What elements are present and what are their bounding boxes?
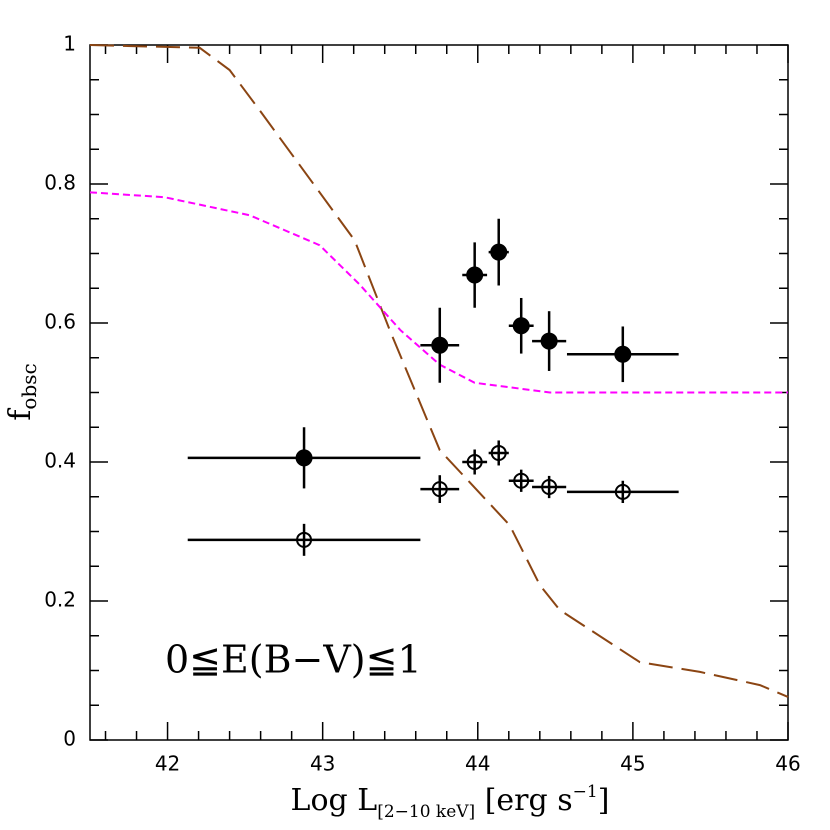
open-point (541, 479, 558, 496)
plot-frame (89, 44, 789, 741)
open-point (296, 531, 313, 548)
open-point (614, 483, 631, 500)
filled-point (490, 243, 508, 261)
filled-point (295, 449, 313, 467)
open-point (490, 444, 507, 461)
model-curve (89, 191, 788, 394)
x-tick-label: 42 (155, 752, 180, 776)
annotation: 0≦E(B−V)≦1 (165, 638, 422, 682)
filled-point (466, 266, 484, 284)
y-label-main: f (3, 408, 38, 421)
x-tick-label: 45 (620, 752, 645, 776)
y-tick-label: 0.8 (44, 171, 76, 195)
model-curve (89, 44, 789, 698)
y-axis-label: fobsc (3, 363, 41, 420)
x-tick-label: 43 (310, 752, 335, 776)
x-label-sup: −1 (573, 782, 598, 802)
filled-point (512, 317, 530, 335)
filled-point (431, 336, 449, 354)
x-label-main: Log L (291, 783, 378, 818)
x-tick-label: 44 (465, 752, 490, 776)
open-point (431, 481, 448, 498)
y-label-sub: obsc (17, 363, 41, 409)
x-axis-label: Log L[2−10 keV] [erg s−1] (291, 782, 610, 822)
x-label-rest: [erg s (475, 783, 572, 818)
x-tick-label: 46 (775, 752, 800, 776)
x-label-end: ] (598, 783, 610, 818)
filled-point (614, 345, 632, 363)
x-label-sub: [2−10 keV] (377, 802, 475, 822)
y-tick-label: 1 (63, 32, 76, 56)
y-tick-label: 0.6 (44, 310, 76, 334)
open-point (466, 454, 483, 470)
y-tick-label: 0 (63, 727, 76, 751)
y-tick-label: 0.2 (44, 588, 76, 612)
filled-point (540, 332, 558, 350)
open-point (513, 472, 530, 489)
y-tick-label: 0.4 (44, 449, 76, 473)
